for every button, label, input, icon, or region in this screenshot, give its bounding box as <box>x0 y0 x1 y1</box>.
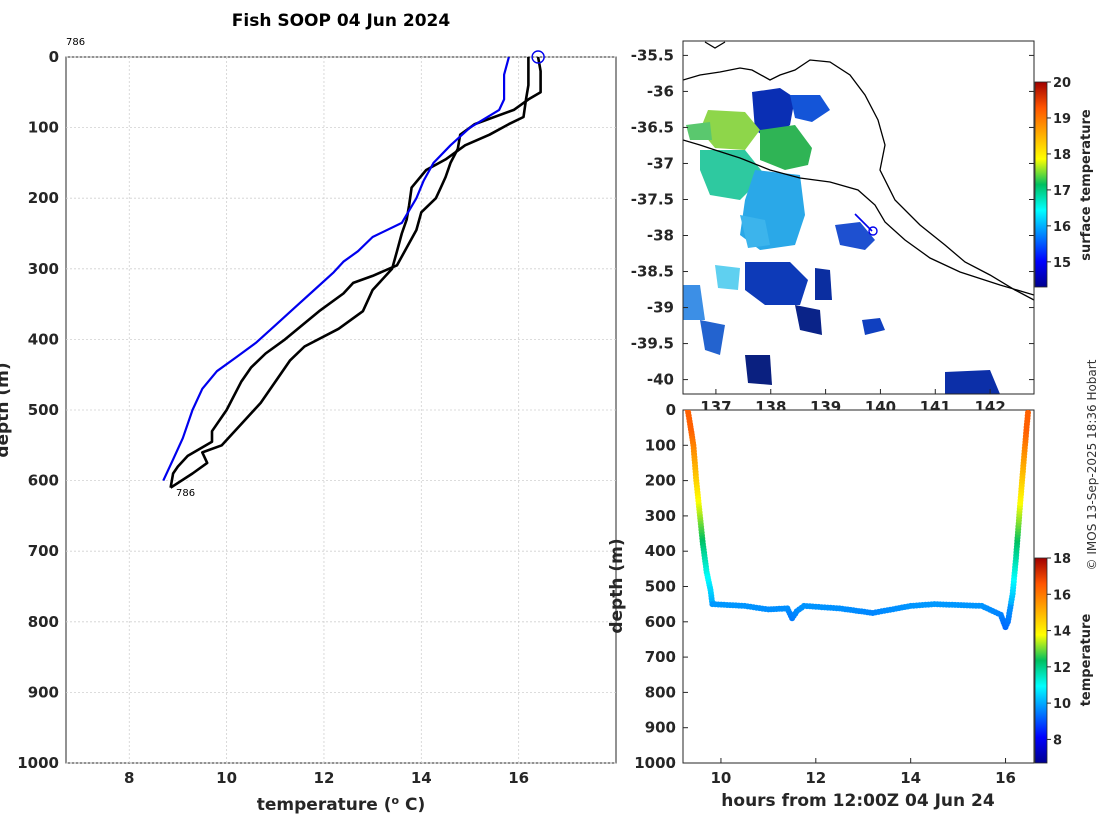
sst-colorbar-tick-label: 20 <box>1053 76 1071 91</box>
tick-labels-temperature: 8 10 12 14 16 0 100 200 300 400 500 600 700 800 900 100… <box>17 48 529 787</box>
sst-colorbar-ticks: 15 16 17 18 19 20 <box>1047 76 1071 271</box>
coastline <box>683 41 1034 301</box>
start-label: 786 <box>66 37 85 48</box>
sst-colorbar-label: surface temperature <box>1079 109 1094 261</box>
map-frame <box>682 40 1035 395</box>
depth-y-tick-label: 0 <box>666 401 676 419</box>
x-tick-label: 16 <box>508 769 529 787</box>
y-tick-label: 400 <box>28 330 59 348</box>
depth-time-trace <box>684 410 1031 631</box>
depth-y-tick-label: 800 <box>645 683 676 701</box>
map-lat-label: -37.5 <box>631 190 674 208</box>
series-up-cast <box>169 57 530 489</box>
credit-text: © IMOS 13-Sep-2025 18:36 Hobart <box>1085 359 1099 570</box>
temperature-colorbar-ticks: 8 10 12 14 16 18 <box>1047 552 1071 748</box>
sst-colorbar <box>1034 81 1048 288</box>
depth-y-tick-label: 100 <box>645 436 676 454</box>
x-axis-label-temperature: temperature (o C) <box>257 794 426 815</box>
sst-colorbar-tick-label: 17 <box>1053 184 1071 199</box>
sst-patches <box>683 88 1000 394</box>
sst-colorbar-tick-label: 18 <box>1053 148 1071 163</box>
sst-colorbar-tick-label: 16 <box>1053 220 1071 235</box>
chart-title: Fish SOOP 04 Jun 2024 <box>232 11 451 31</box>
y-tick-label: 100 <box>28 119 59 137</box>
y-tick-label: 300 <box>28 260 59 278</box>
depth-y-tick-label: 200 <box>645 472 676 490</box>
temperature-colorbar-label: temperature <box>1079 614 1094 707</box>
depth-y-tick-label: 400 <box>645 542 676 560</box>
y-tick-label: 700 <box>28 542 59 560</box>
x-tick-label: 14 <box>411 769 432 787</box>
plot-area-depth-time <box>682 409 1035 764</box>
map-lat-label: -40 <box>647 371 674 389</box>
temperature-colorbar-tick-label: 8 <box>1053 733 1062 748</box>
x-tick-label: 10 <box>216 769 237 787</box>
map-lat-label: -39.5 <box>631 335 674 353</box>
map-lat-label: -35.5 <box>631 46 674 64</box>
y-tick-label: 1000 <box>17 754 59 772</box>
map-content <box>683 41 1034 394</box>
y-tick-label: 0 <box>49 48 59 66</box>
y-tick-label: 900 <box>28 683 59 701</box>
depth-y-tick-label: 500 <box>645 578 676 596</box>
series-climatology <box>162 57 510 482</box>
x-tick-label: 8 <box>124 769 134 787</box>
hours-x-tick-label: 10 <box>711 769 732 787</box>
depth-y-tick-label: 700 <box>645 648 676 666</box>
temperature-profile-panel: 8 10 12 14 16 0 100 200 300 400 500 600 700 800 900 100… <box>0 11 617 815</box>
temperature-colorbar <box>1034 557 1048 764</box>
depth-y-tick-label: 900 <box>645 719 676 737</box>
sst-colorbar-tick-label: 19 <box>1053 112 1071 127</box>
depth-time-panel: 0 100 200 300 400 500 600 700 800 900 1000 10 12 14 16… <box>607 401 1094 811</box>
temperature-colorbar-tick-label: 10 <box>1053 697 1071 712</box>
hours-x-tick-label: 14 <box>900 769 921 787</box>
sst-colorbar-tick-label: 15 <box>1053 256 1071 271</box>
end-label: 786 <box>176 488 195 499</box>
trace-point <box>1025 410 1031 416</box>
map-lat-label: -36 <box>647 82 674 100</box>
depth-y-tick-label: 1000 <box>634 754 676 772</box>
x-axis-label-hours: hours from 12:00Z 04 Jun 24 <box>721 791 995 811</box>
y-axis-label-depth-right: depth (m) <box>607 538 627 633</box>
y-tick-label: 600 <box>28 472 59 490</box>
depth-y-tick-label: 300 <box>645 507 676 525</box>
temperature-colorbar-tick-label: 16 <box>1053 588 1071 603</box>
y-tick-label: 500 <box>28 401 59 419</box>
map-lat-label: -39 <box>647 299 674 317</box>
map-lat-label: -36.5 <box>631 118 674 136</box>
hours-x-tick-label: 12 <box>805 769 826 787</box>
x-tick-label: 12 <box>314 769 335 787</box>
depth-y-tick-label: 600 <box>645 613 676 631</box>
temperature-colorbar-tick-label: 14 <box>1053 625 1071 640</box>
surface-start-marker <box>531 50 545 64</box>
ship-track <box>854 213 878 236</box>
hours-x-tick-label: 16 <box>995 769 1016 787</box>
tick-labels-depth-time: 0 100 200 300 400 500 600 700 800 900 1000 10 12 14 16 <box>634 401 1016 787</box>
temperature-colorbar-tick-label: 12 <box>1053 661 1071 676</box>
profile-series <box>162 57 542 489</box>
temperature-colorbar-tick-label: 18 <box>1053 552 1071 567</box>
surface-temperature-map-panel: -35.5 -36 -36.5 -37 -37.5 -38 -38.5 -39 -39.5 -40… <box>631 40 1094 416</box>
y-tick-label: 800 <box>28 613 59 631</box>
y-axis-label-depth-left: depth (m) <box>0 362 13 457</box>
map-lat-label: -38.5 <box>631 263 674 281</box>
plot-area-temperature <box>65 56 617 764</box>
map-lat-label: -37 <box>647 154 674 172</box>
map-lat-label: -38 <box>647 227 674 245</box>
y-tick-label: 200 <box>28 189 59 207</box>
